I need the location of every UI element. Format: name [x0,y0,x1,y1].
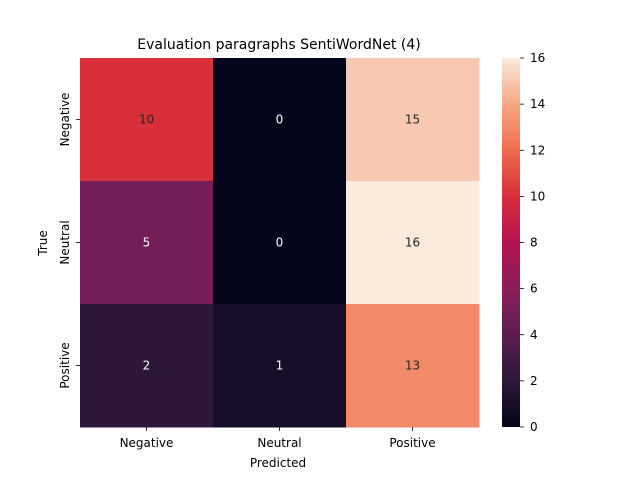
heatmap-cell [213,304,347,428]
heatmap-cell [213,181,347,305]
heatmap-cell [346,304,480,428]
colorbar-tick-label: 12 [530,143,545,157]
cell-annotations: 10 0 15 5 0 16 2 1 13 [139,113,420,373]
heatmap-cell [346,58,480,182]
y-tick-label: Negative [58,93,72,147]
y-tick-label: Neutral [58,220,72,264]
x-tick-label: Negative [120,436,174,450]
heatmap-cell [80,304,214,428]
cell-value: 5 [143,236,151,250]
x-tick-label: Positive [389,436,435,450]
colorbar-tick-label: 8 [530,236,538,250]
cell-value: 0 [276,113,284,127]
colorbar-tick-label: 4 [530,328,538,342]
cell-value: 13 [405,359,420,373]
colorbar-tick-label: 0 [530,420,538,434]
colorbar-tick-label: 14 [530,97,545,111]
heatmap-cell [213,58,347,182]
x-axis-ticks: Negative Neutral Positive [120,427,436,450]
y-axis-ticks: Negative Neutral Positive [58,93,80,389]
chart-title: Evaluation paragraphs SentiWordNet (4) [137,37,420,53]
x-tick-label: Neutral [257,436,301,450]
heatmap-cell [80,181,214,305]
cell-value: 15 [405,113,420,127]
cell-value: 10 [139,113,154,127]
cell-value: 16 [405,236,420,250]
cell-value: 1 [276,359,284,373]
colorbar-tick-label: 16 [530,51,545,65]
y-tick-label: Positive [58,342,72,388]
y-axis-label: True [36,230,50,257]
heatmap-cells [80,58,480,428]
heatmap-cell [80,58,214,182]
colorbar-tick-label: 10 [530,189,545,203]
heatmap-cell [346,181,480,305]
colorbar-tick-label: 6 [530,282,538,296]
cell-value: 0 [276,236,284,250]
colorbar-ticks: 0 2 4 6 8 10 12 14 16 [520,51,545,434]
colorbar-tick-label: 2 [530,374,538,388]
colorbar [502,58,520,427]
cell-value: 2 [143,359,151,373]
x-axis-label: Predicted [250,456,306,470]
